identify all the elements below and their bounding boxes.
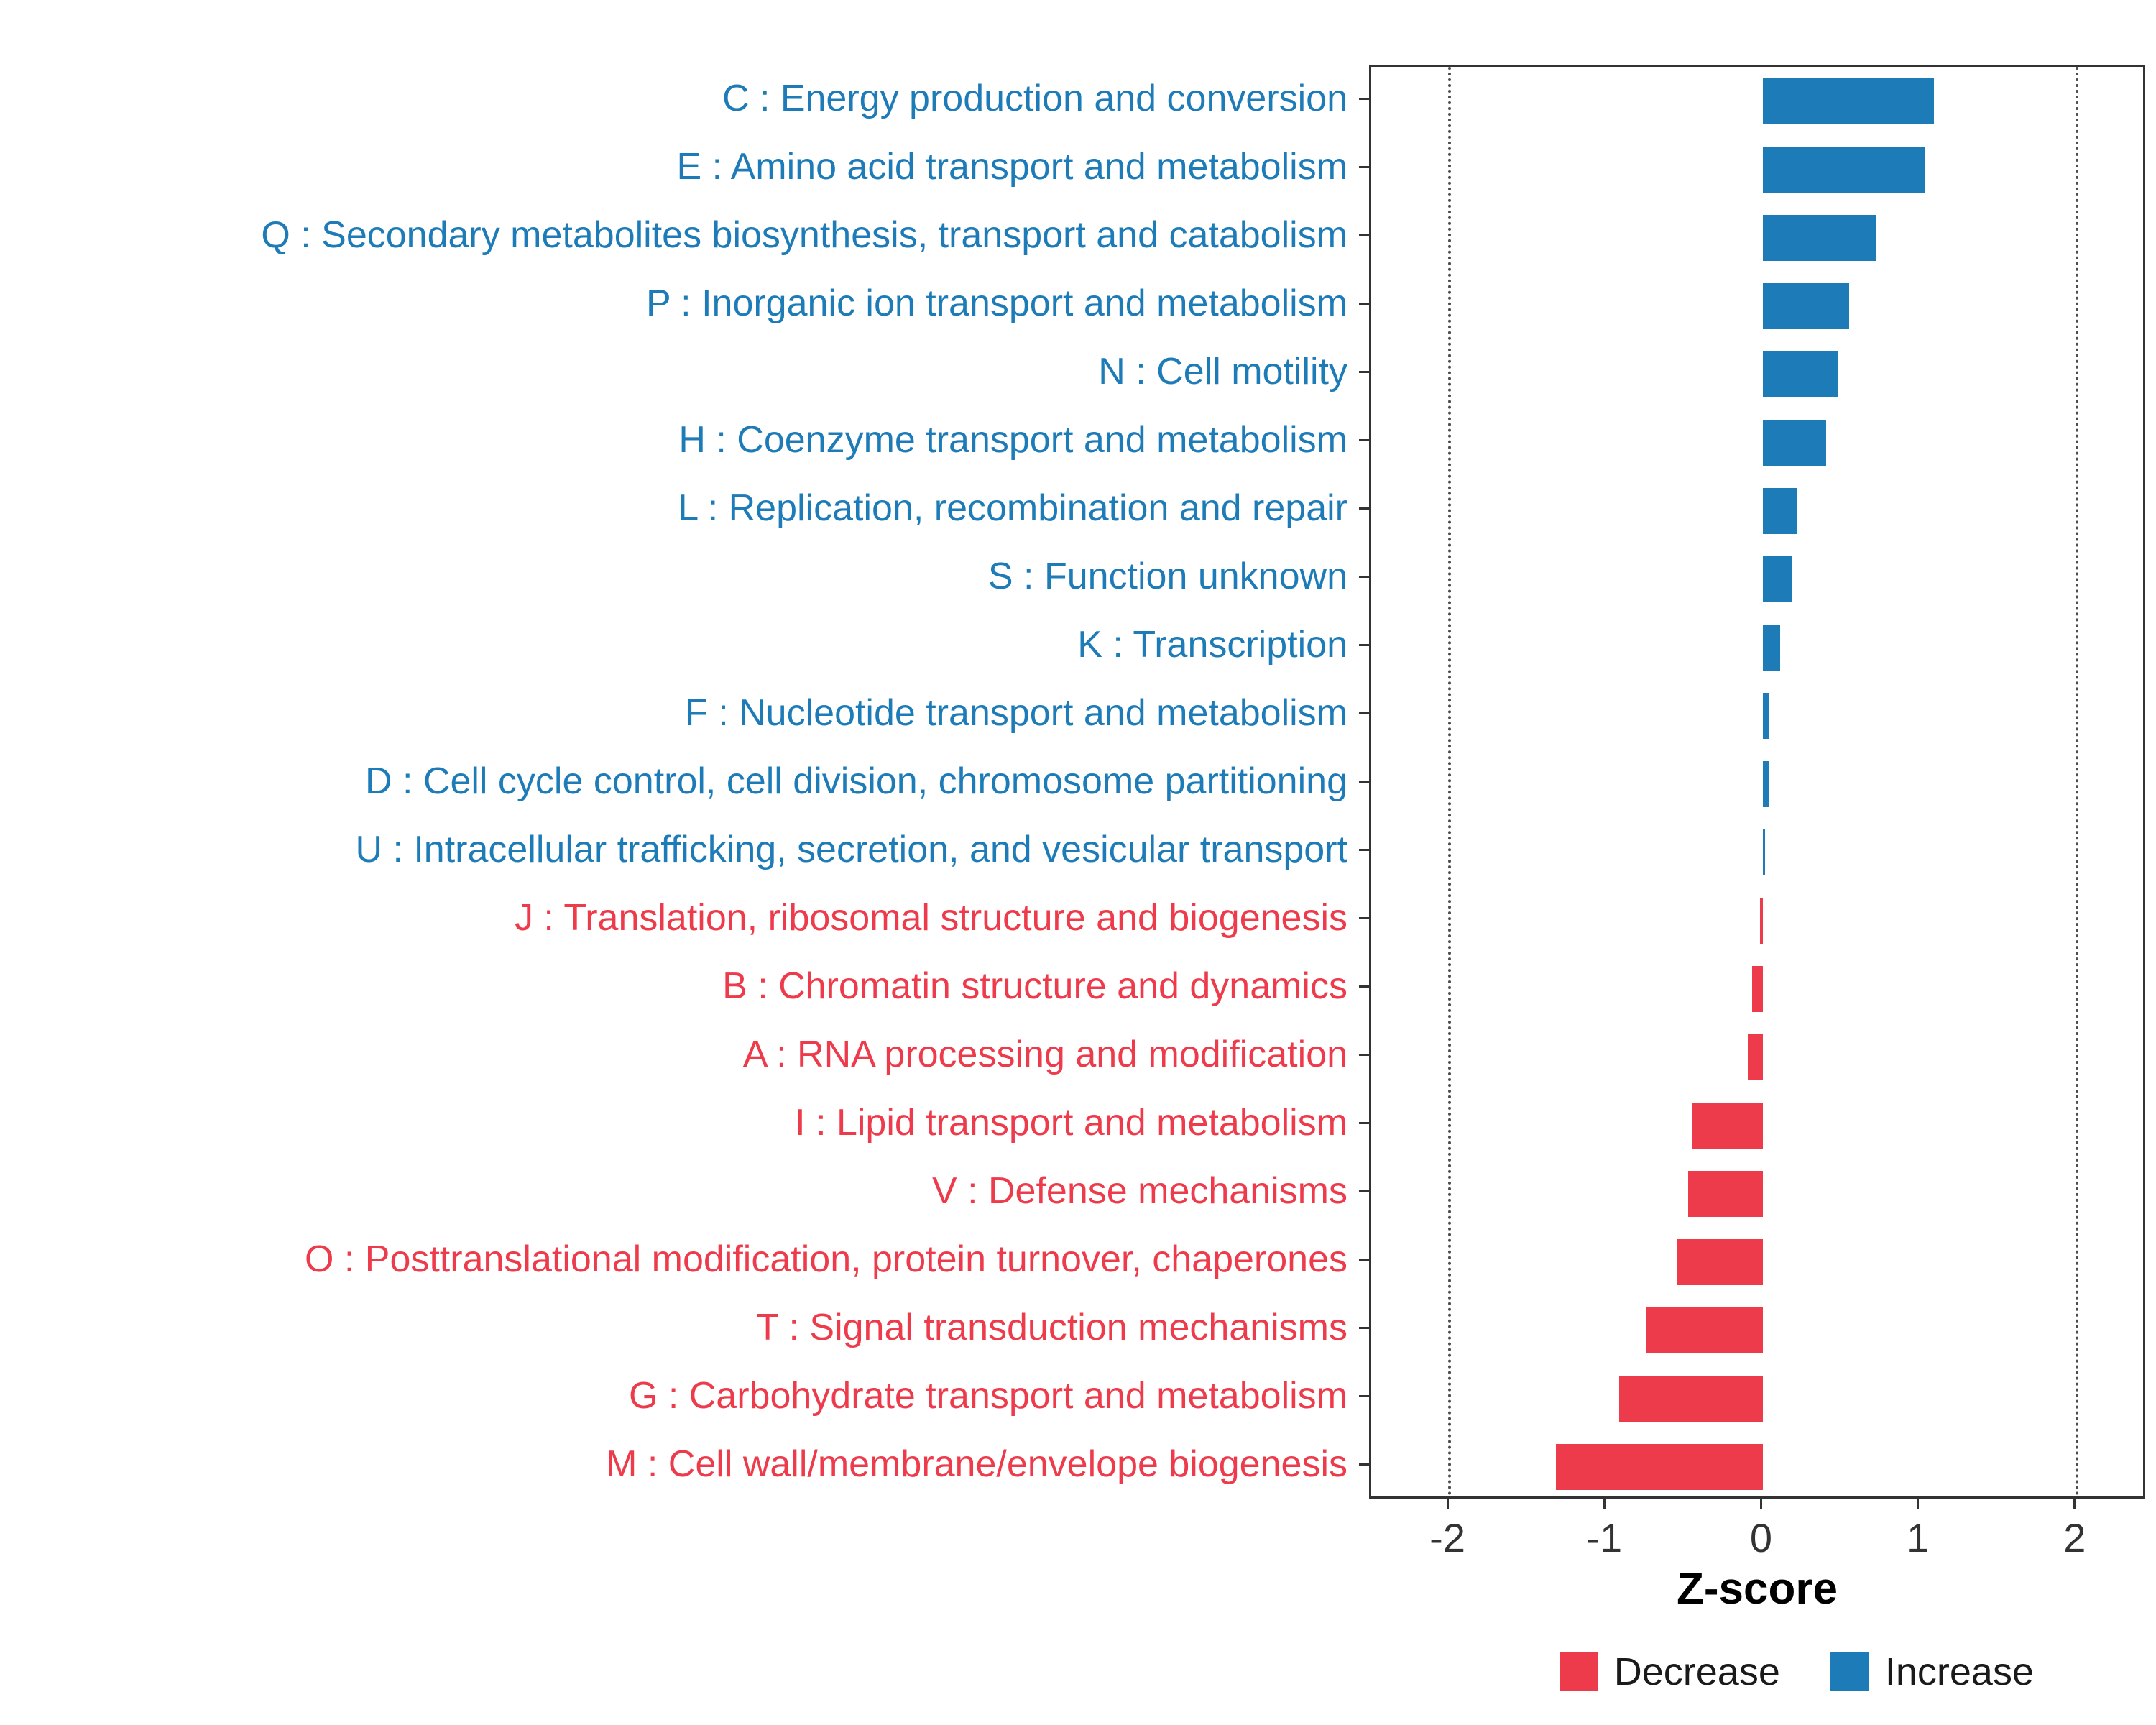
y-tick: [1359, 781, 1369, 783]
bar-c: [1763, 78, 1935, 124]
legend-swatch-increase: [1830, 1652, 1869, 1691]
y-tick: [1359, 1463, 1369, 1466]
y-tick: [1359, 576, 1369, 578]
y-tick: [1359, 1395, 1369, 1397]
bar-t: [1645, 1307, 1764, 1353]
category-label: M : Cell wall/membrane/envelope biogenes…: [606, 1443, 1348, 1485]
x-tick-label: 0: [1749, 1515, 1773, 1560]
legend-item-decrease: Decrease: [1559, 1650, 1780, 1694]
legend-label: Increase: [1884, 1650, 2034, 1693]
bar-d: [1763, 760, 1770, 807]
y-tick: [1359, 439, 1369, 441]
x-tick: [1917, 1499, 1920, 1509]
category-label: F : Nucleotide transport and metabolism: [685, 692, 1348, 734]
y-tick: [1359, 371, 1369, 373]
category-label: J : Translation, ribosomal structure and…: [514, 897, 1348, 939]
x-tick: [1603, 1499, 1606, 1509]
category-label: P : Inorganic ion transport and metaboli…: [645, 282, 1348, 324]
y-tick: [1359, 1327, 1369, 1329]
y-tick: [1359, 303, 1369, 305]
bar-n: [1763, 351, 1839, 397]
bar-l: [1763, 487, 1798, 534]
category-label: A : RNA processing and modification: [742, 1034, 1348, 1075]
y-tick: [1359, 98, 1369, 100]
bar-g: [1618, 1375, 1764, 1422]
category-label: D : Cell cycle control, cell division, c…: [365, 760, 1348, 802]
legend: Decrease Increase: [1559, 1650, 2034, 1694]
bar-s: [1763, 556, 1792, 602]
category-label: S : Function unknown: [987, 556, 1348, 597]
category-label: V : Defense mechanisms: [931, 1170, 1348, 1212]
category-label: U : Intracellular trafficking, secretion…: [355, 829, 1348, 870]
x-tick: [1759, 1499, 1762, 1509]
category-label: H : Coenzyme transport and metabolism: [678, 419, 1348, 461]
y-tick: [1359, 985, 1369, 988]
bar-q: [1763, 214, 1876, 261]
y-tick: [1359, 507, 1369, 510]
x-tick-label: 1: [1907, 1515, 1930, 1560]
category-label: B : Chromatin structure and dynamics: [722, 965, 1348, 1007]
bar-u: [1763, 829, 1765, 875]
category-label: G : Carbohydrate transport and metabolis…: [628, 1375, 1348, 1417]
plot-panel: [1369, 65, 2145, 1499]
bar-j: [1760, 897, 1764, 944]
bar-p: [1763, 282, 1850, 329]
x-tick-label: 2: [2063, 1515, 2086, 1560]
category-label: O : Posttranslational modification, prot…: [304, 1238, 1348, 1280]
y-tick: [1359, 917, 1369, 919]
y-tick: [1359, 1190, 1369, 1192]
y-tick: [1359, 1054, 1369, 1056]
bar-k: [1763, 624, 1781, 671]
category-label: I : Lipid transport and metabolism: [795, 1102, 1348, 1144]
bar-b: [1752, 965, 1764, 1012]
bar-i: [1692, 1102, 1764, 1149]
x-tick: [1446, 1499, 1449, 1509]
bar-v: [1687, 1170, 1764, 1217]
y-tick: [1359, 234, 1369, 236]
reference-line: [2075, 67, 2078, 1496]
y-tick: [1359, 644, 1369, 646]
y-tick: [1359, 849, 1369, 851]
category-label: C : Energy production and conversion: [722, 78, 1348, 119]
category-label: K : Transcription: [1077, 624, 1348, 666]
y-tick: [1359, 1122, 1369, 1124]
legend-swatch-decrease: [1559, 1652, 1598, 1691]
legend-label: Decrease: [1613, 1650, 1780, 1693]
bar-h: [1763, 419, 1826, 466]
x-tick-label: -2: [1429, 1515, 1465, 1560]
x-tick-label: -1: [1586, 1515, 1623, 1560]
bar-e: [1763, 146, 1925, 193]
y-tick: [1359, 1259, 1369, 1261]
category-label: E : Amino acid transport and metabolism: [676, 146, 1348, 188]
category-label: N : Cell motility: [1098, 351, 1348, 392]
bar-o: [1677, 1238, 1764, 1285]
bar-m: [1556, 1443, 1764, 1490]
reference-line: [1448, 67, 1452, 1496]
y-tick: [1359, 166, 1369, 168]
y-tick: [1359, 712, 1369, 714]
category-label: Q : Secondary metabolites biosynthesis, …: [261, 214, 1348, 256]
bar-a: [1747, 1034, 1764, 1080]
x-axis-title: Z-score: [1677, 1564, 1838, 1614]
x-tick: [2073, 1499, 2076, 1509]
category-label: L : Replication, recombination and repai…: [678, 487, 1348, 529]
category-label: T : Signal transduction mechanisms: [756, 1307, 1348, 1348]
legend-item-increase: Increase: [1830, 1650, 2034, 1694]
bar-f: [1763, 692, 1770, 739]
